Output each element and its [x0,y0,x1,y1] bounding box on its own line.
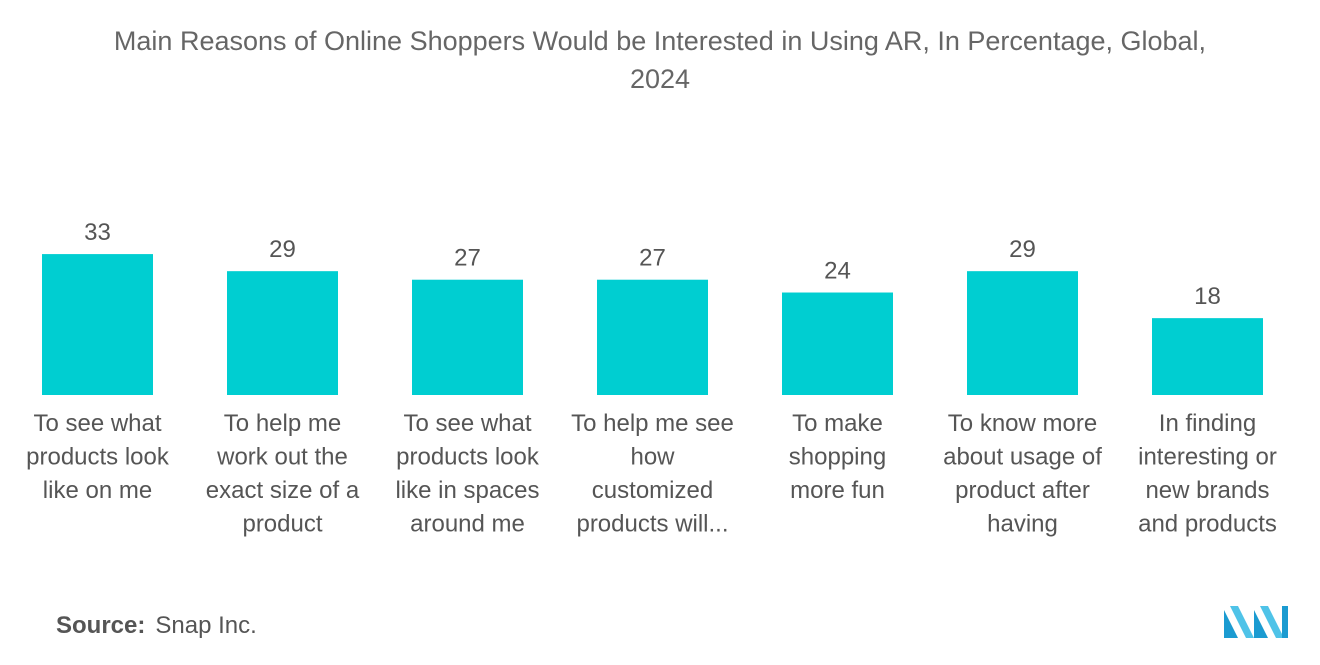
chart-title: Main Reasons of Online Shoppers Would be… [0,22,1320,98]
data-label-7: 18 [1194,283,1221,310]
source-note: Source: Snap Inc. [56,612,257,640]
category-label-7: In finding interesting or new brands and pr… [1138,410,1277,538]
chart-title-line-1: Main Reasons of Online Shoppers Would be… [113,26,1207,56]
data-label-4: 27 [639,245,666,272]
mordor-intelligence-logo-icon [1224,606,1288,638]
category-label-4: To help me see how customized products will… [571,410,734,538]
bar-4 [597,279,708,395]
data-label-1: 33 [84,219,111,246]
category-label-3: To see what products look like in spaces ar… [395,410,539,538]
data-label-2: 29 [269,236,296,263]
bar-6 [967,271,1078,395]
category-label-1: To see what products look like on me [26,410,170,504]
source-value: Snap Inc. [155,612,257,639]
category-label-6: To know more about usage of product after h… [943,410,1102,538]
bar-7 [1152,318,1263,395]
category-label-2: To help me work out the exact size of a pro… [206,410,360,538]
bar-1 [42,254,153,395]
bar-3 [412,279,523,395]
data-label-3: 27 [454,245,481,272]
bar-2 [227,271,338,395]
data-label-6: 29 [1009,236,1036,263]
source-label: Source: [56,612,146,639]
category-label-5: To make shopping more fun [789,410,886,504]
data-label-5: 24 [824,258,851,285]
chart-title-line-2: 2024 [629,64,691,94]
bar-5 [782,292,893,395]
bar-chart: 33 To see what products look like on me 29 To… [26,219,1277,538]
